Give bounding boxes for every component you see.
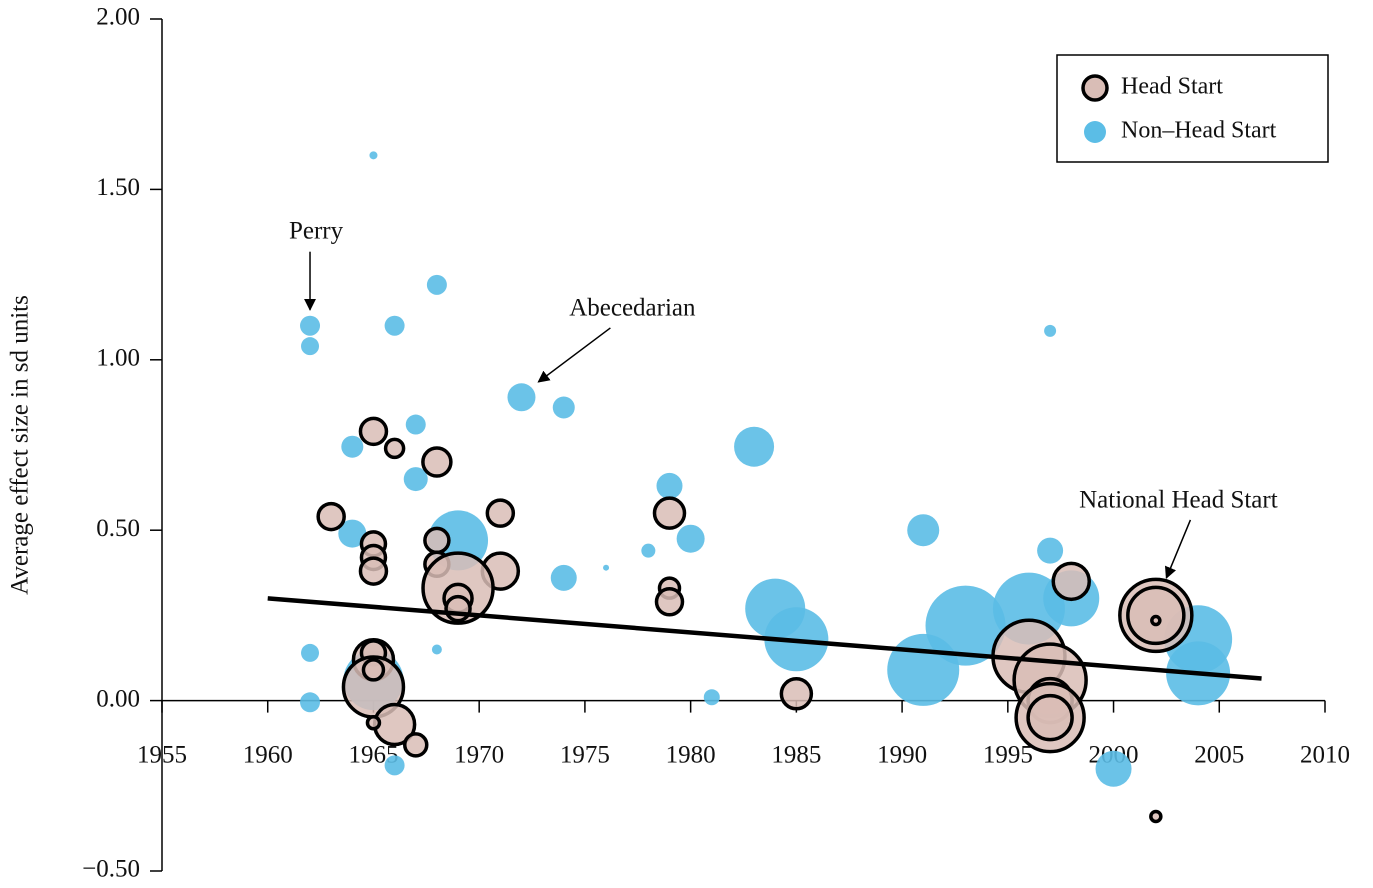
bubble xyxy=(676,524,705,553)
bubble xyxy=(1026,693,1074,742)
bubble xyxy=(1095,750,1132,787)
bubble xyxy=(358,556,389,586)
bubble xyxy=(431,644,442,655)
x-tick-label: 1970 xyxy=(454,741,504,768)
x-tick-label: 1980 xyxy=(666,741,716,768)
y-tick-label: 1.50 xyxy=(96,174,140,201)
bubble xyxy=(403,467,428,492)
annotation: Perry xyxy=(289,217,344,244)
bubble xyxy=(552,396,575,419)
x-tick-label: 1990 xyxy=(877,741,927,768)
y-tick-label: −0.50 xyxy=(82,856,140,883)
legend-swatch xyxy=(1081,74,1109,102)
y-tick-label: 0.50 xyxy=(96,515,140,542)
annotation: Abecedarian xyxy=(569,295,696,322)
bubble xyxy=(369,151,378,160)
bubble xyxy=(1044,324,1057,337)
bubble xyxy=(703,689,720,706)
annotation-arrow xyxy=(537,327,611,383)
x-tick-label: 2005 xyxy=(1194,741,1244,768)
annotation-arrow xyxy=(1164,519,1192,580)
legend-swatch xyxy=(1084,121,1106,143)
bubble xyxy=(338,519,367,548)
bubble xyxy=(656,472,683,499)
bubble xyxy=(421,446,453,478)
y-tick-label: 0.00 xyxy=(96,685,140,712)
bubble xyxy=(300,315,321,336)
bubble xyxy=(341,435,364,458)
bubble xyxy=(444,594,472,623)
x-tick-label: 1975 xyxy=(560,741,610,768)
bubble xyxy=(301,643,320,662)
bubble xyxy=(405,414,426,435)
bubble xyxy=(734,426,775,467)
bubble xyxy=(1051,561,1092,602)
legend-box xyxy=(1056,54,1329,163)
bubble xyxy=(301,337,320,356)
y-axis-label: Average effect size in sd units xyxy=(7,295,34,595)
x-tick-label: 1955 xyxy=(137,741,187,768)
series xyxy=(316,416,1194,824)
bubble xyxy=(641,543,656,558)
bubble xyxy=(402,732,429,758)
bubble xyxy=(383,437,406,460)
y-tick-label: 1.00 xyxy=(96,345,140,372)
bubble xyxy=(361,658,386,682)
bubble xyxy=(316,501,346,532)
bubble xyxy=(1149,809,1163,824)
bubble xyxy=(1150,614,1162,627)
trend-line xyxy=(267,596,1262,681)
bubble xyxy=(384,315,405,336)
bubble xyxy=(300,692,321,713)
legend-label: Head Start xyxy=(1121,74,1223,100)
bubble xyxy=(485,498,516,528)
bubble xyxy=(423,526,451,555)
x-tick-label: 1995 xyxy=(983,741,1033,768)
x-tick-label: 2010 xyxy=(1300,741,1350,768)
bubble xyxy=(507,383,536,412)
bubble xyxy=(887,633,960,706)
bubble xyxy=(426,274,447,295)
y-tick-label: 2.00 xyxy=(96,4,140,31)
bubble xyxy=(384,755,405,776)
bubble xyxy=(1037,537,1064,564)
bubble xyxy=(779,677,814,711)
bubble xyxy=(603,564,610,571)
legend-label: Non–Head Start xyxy=(1121,118,1277,144)
bubble xyxy=(652,496,687,530)
bubble xyxy=(654,587,685,617)
x-tick-label: 1960 xyxy=(243,741,293,768)
bubble xyxy=(907,514,940,547)
bubble xyxy=(358,416,389,447)
annotation: National Head Start xyxy=(1079,487,1278,514)
bubble xyxy=(365,715,382,731)
x-tick-label: 1985 xyxy=(771,741,821,768)
bubble xyxy=(550,564,577,591)
